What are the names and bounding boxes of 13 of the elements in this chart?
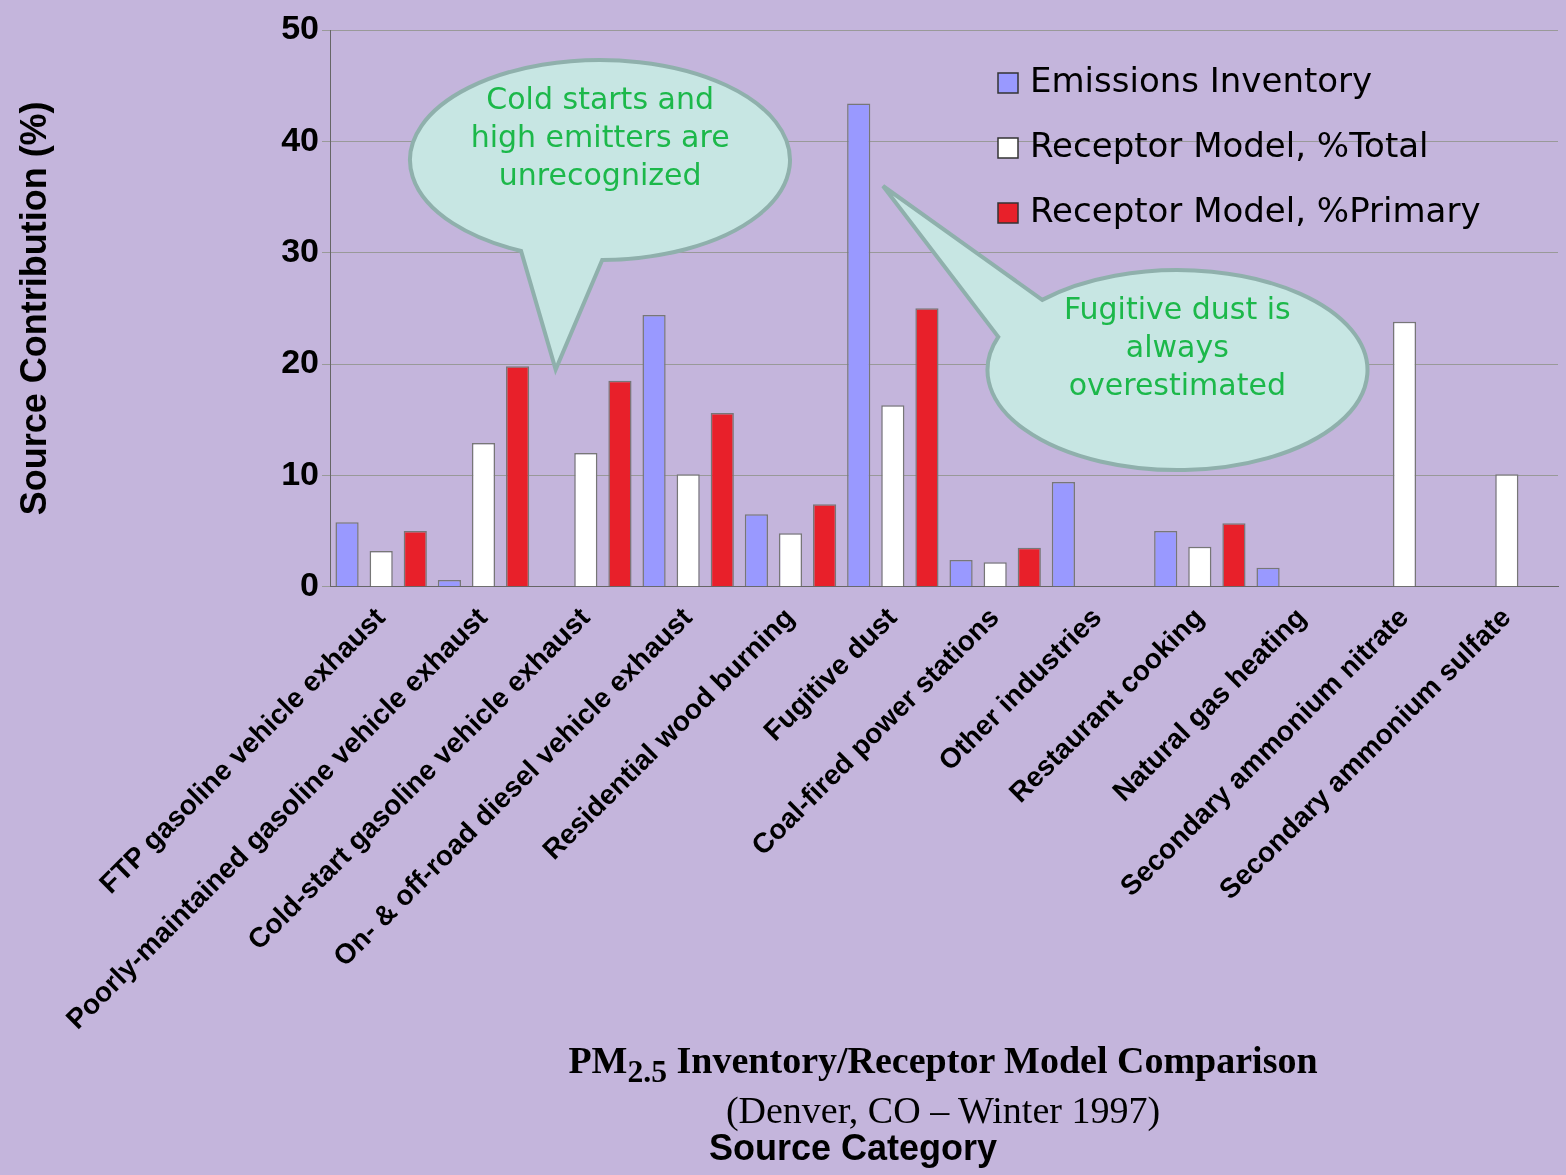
y-axis-title: Source Contribution (%) (12, 101, 54, 516)
annotation: Fugitive dust is always overestimated (1062, 290, 1292, 404)
legend-label: Emissions Inventory (1030, 59, 1373, 100)
y-tick-label: 30 (281, 231, 319, 270)
legend-label: Receptor Model, %Primary (1030, 189, 1481, 230)
y-tick-label: 0 (300, 565, 319, 604)
y-tick-label: 50 (281, 8, 319, 47)
legend-label: Receptor Model, %Total (1030, 124, 1429, 165)
text: PM$_{2.5}$ Inventory/Receptor Model Comparison (567, 1038, 1319, 1090)
y-tick-label: 20 (281, 342, 319, 381)
annotation: Cold starts and high emitters are unrecognized (470, 80, 731, 194)
y-tick-label: 40 (281, 119, 319, 158)
y-tick-label: 10 (281, 453, 319, 492)
